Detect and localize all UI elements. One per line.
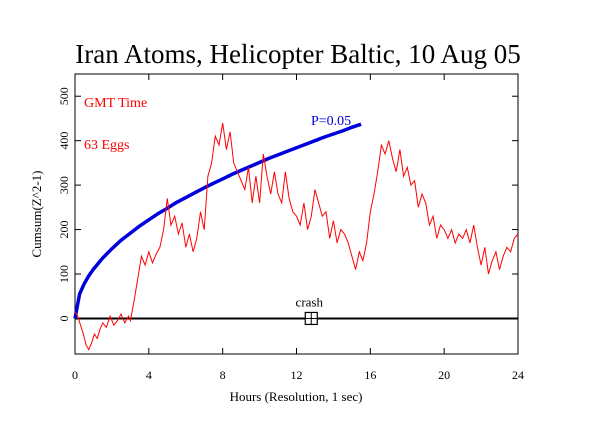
eggs-count-annotation: 63 Eggs [84, 138, 130, 153]
plot-area: 0 4 8 12 16 20 24 0 100 200 300 400 500 [57, 73, 524, 382]
significance-curve-p005 [73, 122, 362, 319]
y-axis-ticks: 0 100 200 300 400 500 [57, 87, 518, 321]
y-axis-label: Cumsum(Z^2-1) [29, 171, 44, 258]
x-axis-ticks: 0 4 8 12 16 20 24 [72, 74, 524, 382]
p-value-annotation: P=0.05 [311, 114, 351, 129]
crash-event-marker [304, 311, 318, 326]
crash-event-label: crash [296, 294, 324, 309]
y-tick-label: 400 [57, 132, 71, 150]
x-tick-label: 0 [72, 368, 78, 382]
y-tick-label: 300 [57, 176, 71, 194]
x-tick-label: 16 [364, 368, 376, 382]
cumsum-series-line [74, 122, 519, 351]
y-tick-label: 100 [57, 265, 71, 283]
x-tick-label: 8 [220, 368, 226, 382]
gmt-time-annotation: GMT Time [84, 96, 147, 111]
x-tick-label: 24 [512, 368, 524, 382]
chart-title: Iran Atoms, Helicopter Baltic, 10 Aug 05 [75, 39, 520, 69]
x-tick-label: 20 [438, 368, 450, 382]
x-tick-label: 4 [146, 368, 152, 382]
y-tick-label: 500 [57, 87, 71, 105]
x-axis-label: Hours (Resolution, 1 sec) [230, 389, 363, 404]
y-tick-label: 200 [57, 221, 71, 239]
y-tick-label: 0 [57, 315, 71, 321]
x-tick-label: 12 [291, 368, 303, 382]
